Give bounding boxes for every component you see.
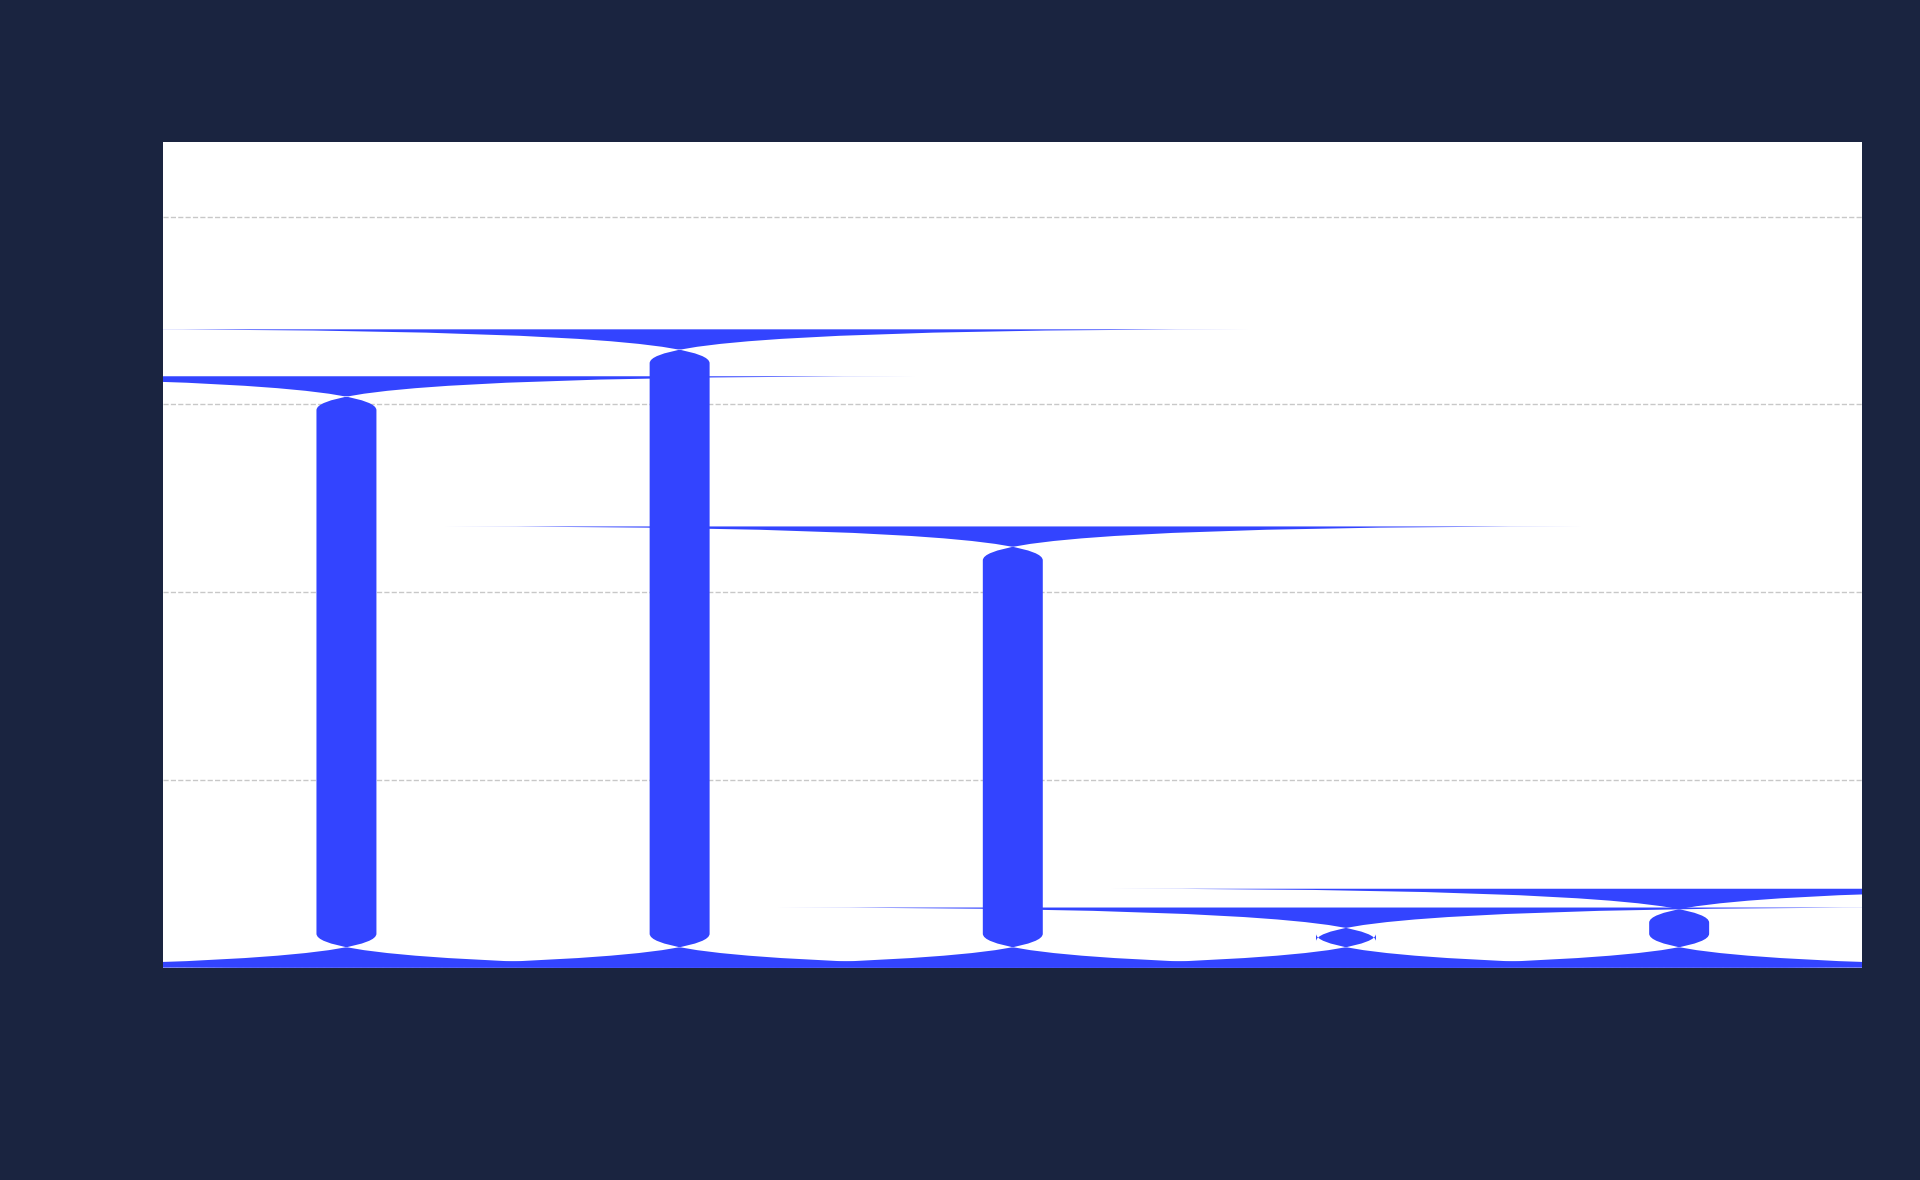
FancyBboxPatch shape (0, 376, 916, 968)
FancyBboxPatch shape (109, 329, 1250, 968)
FancyBboxPatch shape (444, 526, 1582, 968)
FancyBboxPatch shape (1110, 889, 1920, 968)
FancyBboxPatch shape (776, 907, 1916, 968)
Text: Cities Vs. regional & remote areas: Cities Vs. regional & remote areas (557, 54, 1471, 99)
